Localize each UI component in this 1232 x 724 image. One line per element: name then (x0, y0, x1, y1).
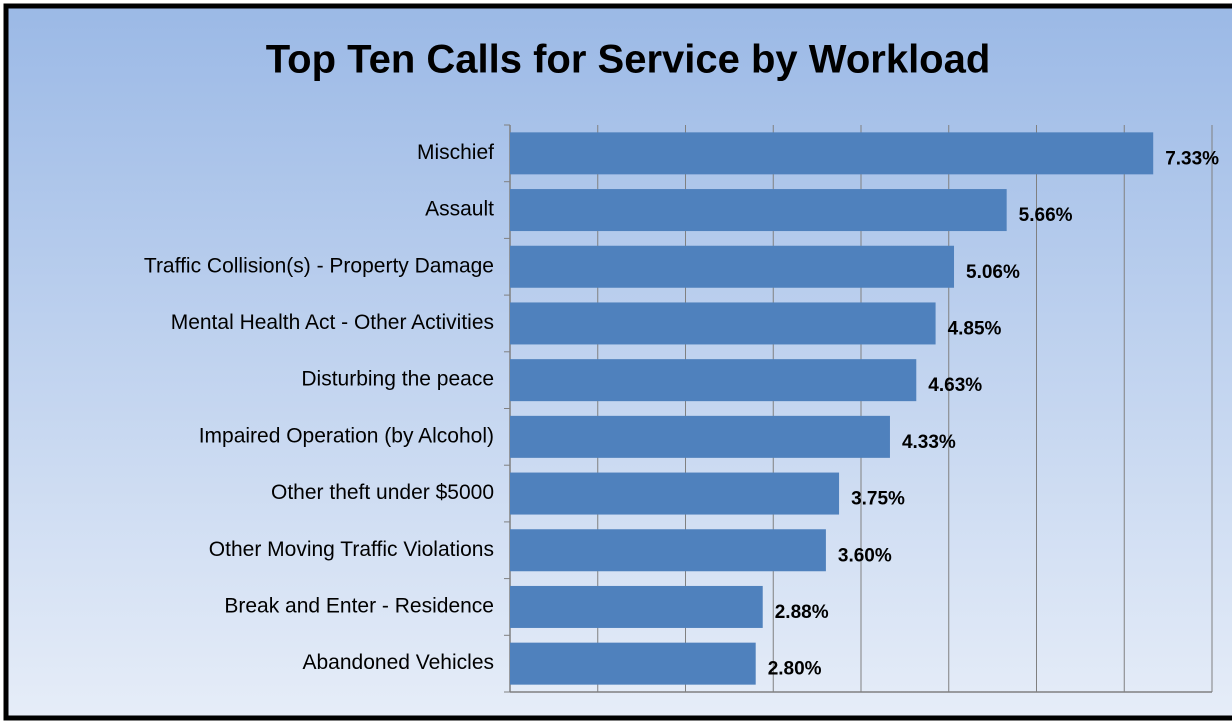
y-tick-label: Impaired Operation (by Alcohol) (199, 424, 494, 447)
bar (510, 189, 1007, 232)
y-tick-label: Other Moving Traffic Violations (209, 538, 494, 561)
data-label: 3.75% (851, 489, 905, 510)
data-label: 5.66% (1019, 205, 1073, 226)
data-label: 2.80% (768, 659, 822, 680)
y-tick-label: Mental Health Act - Other Activities (171, 311, 494, 334)
y-tick-label: Disturbing the peace (301, 368, 494, 391)
y-tick-label: Break and Enter - Residence (224, 594, 494, 617)
bar (510, 359, 917, 402)
bar (510, 529, 826, 572)
bar (510, 245, 955, 288)
bar (510, 642, 756, 685)
bar (510, 472, 840, 515)
data-label: 3.60% (838, 545, 892, 566)
chart-title: Top Ten Calls for Service by Workload (266, 38, 991, 82)
data-label: 4.63% (928, 375, 982, 396)
bar (510, 585, 763, 628)
bar (510, 302, 936, 345)
y-tick-label: Other theft under $5000 (271, 481, 494, 504)
bar (510, 415, 890, 458)
y-tick-label: Abandoned Vehicles (303, 651, 495, 674)
data-label: 5.06% (966, 262, 1020, 283)
data-label: 7.33% (1165, 148, 1219, 169)
bar (510, 132, 1154, 175)
y-tick-label: Mischief (417, 141, 494, 164)
data-label: 4.85% (948, 318, 1002, 339)
data-label: 2.88% (775, 602, 829, 623)
data-label: 4.33% (902, 432, 956, 453)
y-tick-label: Assault (425, 198, 494, 221)
y-tick-label: Traffic Collision(s) - Property Damage (144, 254, 494, 277)
